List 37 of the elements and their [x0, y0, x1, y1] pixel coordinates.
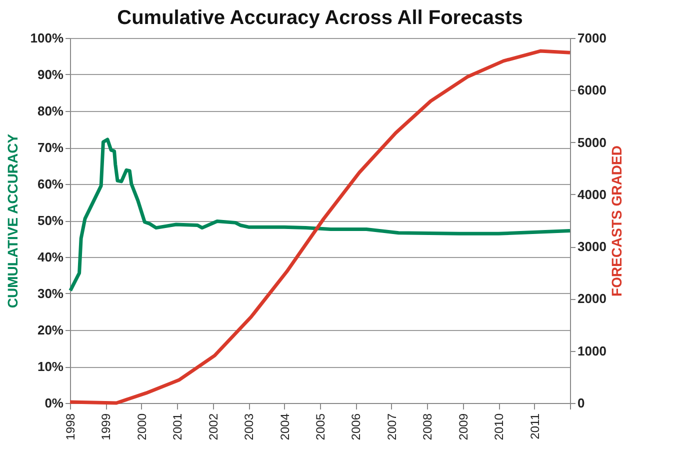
line-series — [68, 138, 572, 292]
x-tick-label: 2004 — [278, 413, 292, 440]
y-axis-title: CUMULATIVE ACCURACY — [4, 133, 20, 308]
y2-tick-label: 0 — [578, 396, 585, 410]
y2-tick-label: 6000 — [578, 82, 606, 98]
x-tick-label: 1999 — [99, 413, 114, 440]
x-tick-label: 1998 — [64, 413, 78, 440]
x-tick-label: 2011 — [528, 413, 542, 440]
y-tick-label: 0% — [44, 396, 64, 410]
x-tick-label: 2006 — [349, 413, 364, 440]
y-tick-label: 60% — [37, 176, 64, 192]
y-tick-label: 80% — [37, 104, 64, 118]
y2-axis-title: FORECASTS GRADED — [608, 146, 624, 296]
x-tick-label: 2008 — [420, 413, 435, 440]
y2-tick-label: 2000 — [578, 291, 606, 306]
y-tick-label: 30% — [37, 286, 64, 301]
y-tick-label: 90% — [37, 67, 64, 82]
x-tick-label: 2000 — [134, 413, 149, 440]
x-tick-label: 2007 — [384, 413, 399, 440]
y2-tick-label: 1000 — [578, 343, 606, 358]
y-tick-label: 70% — [37, 140, 64, 155]
y2-tick-label: 4000 — [578, 186, 606, 202]
y-tick-label: 20% — [37, 322, 64, 338]
x-tick-label: 2001 — [170, 413, 185, 440]
x-tick-label: 2003 — [242, 413, 256, 440]
x-tick-label: 2009 — [456, 413, 470, 440]
y-tick-label: 50% — [37, 213, 64, 228]
x-tick-label: 2010 — [492, 413, 506, 440]
y-tick-label: 10% — [37, 359, 64, 374]
x-tick-label: 2002 — [206, 413, 220, 440]
y2-tick-label: 7000 — [578, 30, 606, 46]
chart-title: Cumulative Accuracy Across All Forecasts — [117, 7, 523, 29]
y2-tick-label: 3000 — [578, 239, 606, 254]
x-tick-label: 2005 — [314, 413, 328, 440]
y2-tick-label: 5000 — [578, 134, 606, 150]
y-tick-label: 100% — [30, 30, 64, 46]
y-tick-label: 40% — [37, 250, 64, 264]
